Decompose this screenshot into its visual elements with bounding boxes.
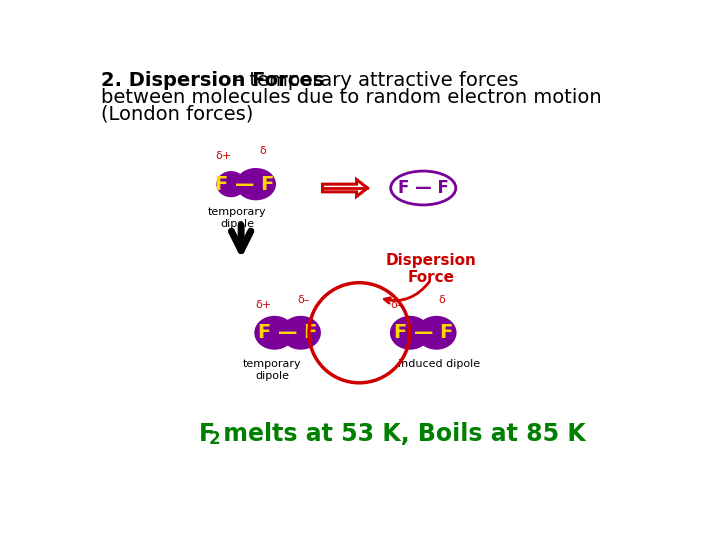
Text: δ: δ xyxy=(259,146,266,156)
Text: F — F: F — F xyxy=(258,323,318,342)
Text: temporary
dipole: temporary dipole xyxy=(208,207,266,229)
Text: F — F: F — F xyxy=(398,179,449,197)
Ellipse shape xyxy=(235,168,276,200)
Text: between molecules due to random electron motion: between molecules due to random electron… xyxy=(101,88,601,107)
Text: induced dipole: induced dipole xyxy=(397,359,480,369)
Ellipse shape xyxy=(281,316,321,350)
Ellipse shape xyxy=(216,171,246,197)
Text: δ: δ xyxy=(438,295,446,305)
Text: Dispersion
Force: Dispersion Force xyxy=(386,253,477,285)
Text: 2. Dispersion Forces: 2. Dispersion Forces xyxy=(101,71,324,90)
Text: (London forces): (London forces) xyxy=(101,105,253,124)
Text: temporary
dipole: temporary dipole xyxy=(243,359,302,381)
Ellipse shape xyxy=(391,171,456,205)
Ellipse shape xyxy=(254,316,294,350)
Ellipse shape xyxy=(416,316,456,350)
Text: δ+: δ+ xyxy=(215,151,232,161)
Ellipse shape xyxy=(390,316,431,350)
FancyArrow shape xyxy=(323,179,367,197)
Text: F — F: F — F xyxy=(215,174,275,194)
Text: F — F: F — F xyxy=(394,323,453,342)
Text: 2: 2 xyxy=(209,430,220,448)
Text: δ–: δ– xyxy=(297,295,310,305)
Text: F: F xyxy=(199,422,215,447)
Text: melts at 53 K, Boils at 85 K: melts at 53 K, Boils at 85 K xyxy=(215,422,585,447)
Text: δ+: δ+ xyxy=(255,300,271,309)
Text: – temporary attractive forces: – temporary attractive forces xyxy=(228,71,518,90)
Text: δ–: δ– xyxy=(391,300,403,309)
